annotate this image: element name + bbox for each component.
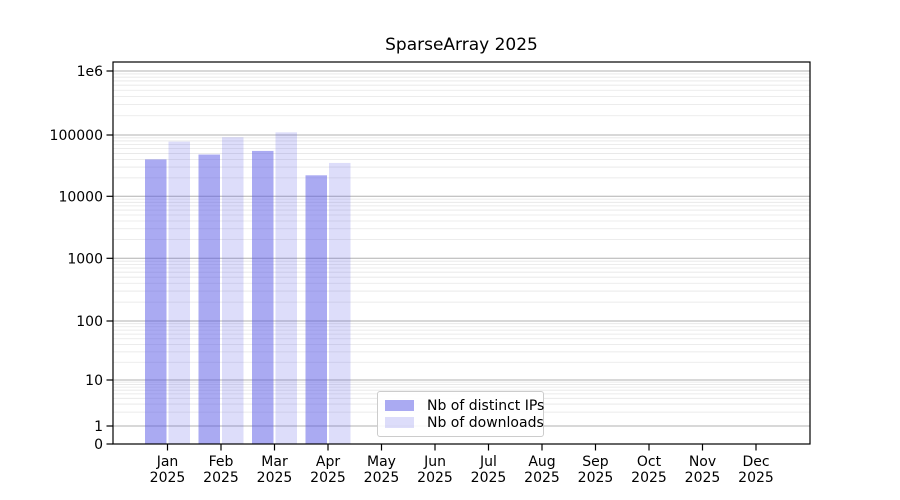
- y-tick-label: 1: [94, 419, 103, 435]
- y-tick-label: 10000: [58, 189, 103, 205]
- bar-downloads-feb: [222, 137, 244, 445]
- bar-downloads-mar: [275, 132, 297, 444]
- bar-distinct-ips-mar: [252, 150, 274, 444]
- y-tick-label: 1000: [67, 251, 103, 267]
- legend: Nb of distinct IPs Nb of downloads: [377, 391, 544, 437]
- x-tick-label-nov: Nov 2025: [685, 454, 721, 486]
- legend-swatch-downloads: [385, 417, 414, 428]
- x-tick-label-may: May 2025: [364, 454, 400, 486]
- chart-title: SparseArray 2025: [385, 35, 538, 55]
- legend-label-downloads: Nb of downloads: [427, 414, 544, 431]
- bar-distinct-ips-feb: [198, 154, 220, 444]
- y-tick-label: 100: [76, 314, 103, 330]
- bar-distinct-ips-apr: [305, 175, 327, 444]
- legend-swatch-distinct-ips: [385, 400, 414, 411]
- legend-label-distinct-ips: Nb of distinct IPs: [427, 397, 545, 414]
- bar-downloads-jan: [168, 141, 190, 444]
- y-tick-label: 10: [85, 373, 103, 389]
- x-tick-label-apr: Apr 2025: [310, 454, 346, 486]
- x-tick-label-mar: Mar 2025: [257, 454, 293, 486]
- x-tick-label-aug: Aug 2025: [524, 454, 560, 486]
- y-tick-label: 1e6: [77, 64, 104, 80]
- x-tick-label-jan: Jan 2025: [150, 454, 186, 486]
- y-tick-label: 0: [94, 437, 103, 453]
- x-tick-label-feb: Feb 2025: [203, 454, 239, 486]
- x-tick-label-sep: Sep 2025: [578, 454, 614, 486]
- x-tick-label-dec: Dec 2025: [738, 454, 774, 486]
- bar-distinct-ips-jan: [145, 159, 167, 444]
- x-tick-label-jul: Jul 2025: [471, 454, 507, 486]
- bar-downloads-apr: [329, 162, 351, 445]
- legend-item-distinct-ips: Nb of distinct IPs: [385, 397, 544, 414]
- legend-item-downloads: Nb of downloads: [385, 414, 544, 431]
- plot-spines: [112, 61, 811, 445]
- y-tick-label: 100000: [50, 128, 103, 144]
- x-tick-label-jun: Jun 2025: [417, 454, 453, 486]
- x-tick-label-oct: Oct 2025: [631, 454, 667, 486]
